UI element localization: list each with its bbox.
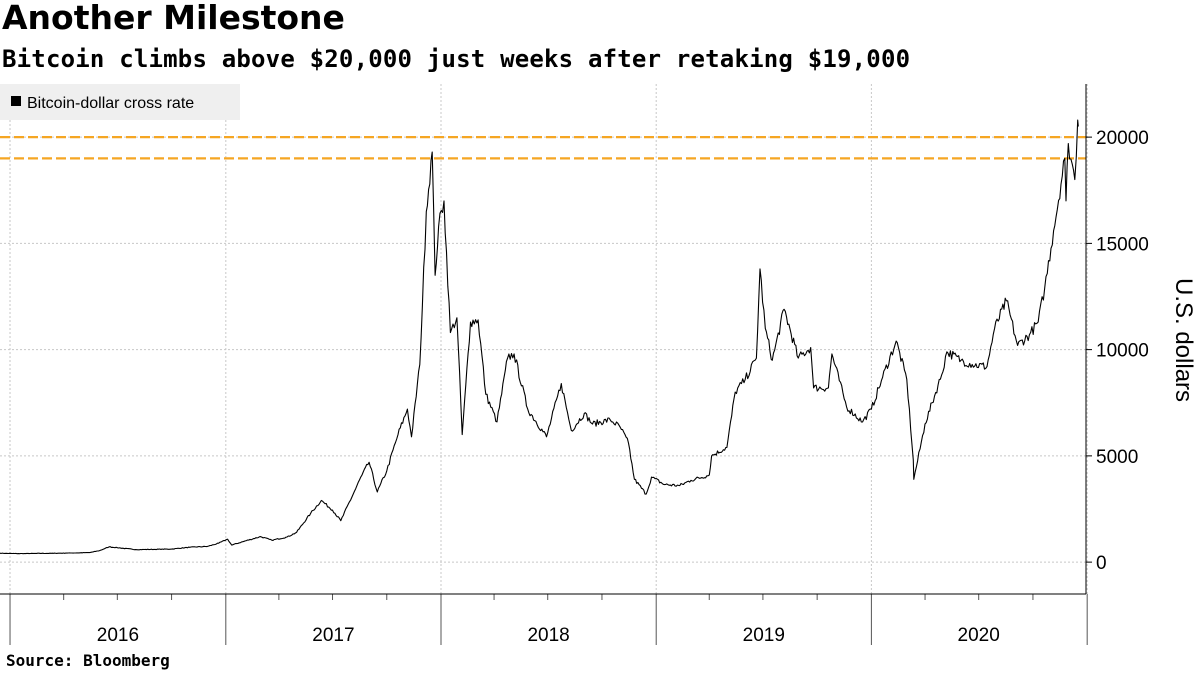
series-line-bitcoin: [0, 119, 1079, 555]
gridlines: [0, 84, 1088, 594]
y-axis-label: U.S. dollars: [1170, 278, 1197, 402]
x-tick-label: 2018: [527, 625, 569, 646]
y-tick-label: 20000: [1096, 128, 1149, 149]
x-tick-label: 2017: [312, 625, 354, 646]
y-tick-label: 10000: [1096, 341, 1149, 362]
x-tick-label: 2020: [958, 625, 1000, 646]
source-note: Source: Bloomberg: [6, 651, 170, 670]
y-tick-label: 5000: [1096, 447, 1138, 468]
x-tick-label: 2019: [743, 625, 785, 646]
y-tick-label: 15000: [1096, 234, 1149, 255]
x-tick-label: 2016: [97, 625, 139, 646]
legend: Bitcoin-dollar cross rate: [0, 84, 240, 120]
y-tick-labels: 0 5000 10000 15000 20000: [1096, 128, 1149, 574]
axes: [0, 84, 1092, 645]
y-tick-label: 0: [1096, 553, 1107, 574]
legend-label: Bitcoin-dollar cross rate: [27, 95, 194, 112]
chart-subtitle: Bitcoin climbs above $20,000 just weeks …: [2, 45, 911, 73]
chart-title: Another Milestone: [2, 0, 345, 37]
legend-swatch: [11, 96, 21, 106]
x-tick-labels: 2016 2017 2018 2019 2020: [97, 625, 1000, 646]
reference-lines: [0, 136, 1086, 160]
legend-box: [0, 84, 240, 120]
